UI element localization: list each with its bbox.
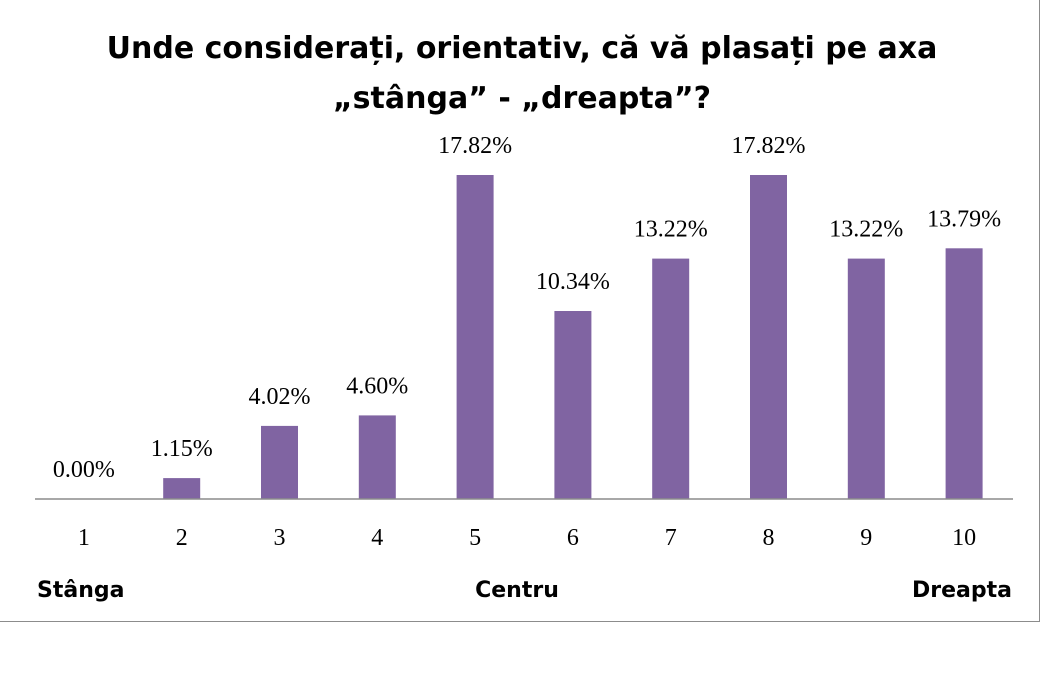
data-label-6: 10.34% [536,269,610,295]
bar-8 [750,175,787,499]
bar-5 [456,175,494,499]
x-tick-label-3: 3 [274,525,286,551]
x-tick-label-7: 7 [665,525,677,551]
data-label-10: 13.79% [927,206,1001,232]
data-label-5: 17.82% [438,133,512,159]
bar-10 [945,248,983,499]
chart-frame: Unde considerați, orientativ, că vă plas… [0,0,1040,622]
data-label-7: 13.22% [634,217,708,243]
x-tick-label-5: 5 [469,525,481,551]
x-tick-labels-group: 1 2 3 4 5 6 7 8 9 10 [78,525,976,551]
data-labels-group: 0.00% 1.15% 4.02% 4.60% 17.82% 10.34% 13.22% 17… [53,133,1001,483]
data-label-3: 4.02% [249,384,311,410]
data-label-2: 1.15% [151,436,213,462]
bars-group [163,175,983,499]
bar-3 [261,425,298,499]
bar-7 [652,258,690,499]
bar-6 [554,311,592,499]
axis-word-center: Centru [475,578,559,603]
chart-title-line-1: Unde considerați, orientativ, că vă plas… [107,31,938,66]
x-tick-label-8: 8 [763,525,775,551]
x-tick-label-10: 10 [952,525,976,551]
bar-9 [847,258,885,499]
data-label-8: 17.82% [732,133,806,159]
bar-2 [163,478,201,499]
x-tick-label-4: 4 [371,525,383,551]
bar-chart: Unde considerați, orientativ, că vă plas… [35,31,1013,603]
x-tick-label-1: 1 [78,525,90,551]
data-label-1: 0.00% [53,457,115,483]
data-label-4: 4.60% [346,373,408,399]
chart-title-line-2: „stânga” - „dreapta”? [333,81,711,116]
data-label-9: 13.22% [829,217,903,243]
axis-word-left: Stânga [37,578,124,603]
x-tick-label-9: 9 [860,525,872,551]
x-tick-label-2: 2 [176,525,188,551]
bar-4 [358,415,396,499]
axis-word-right: Dreapta [912,578,1012,603]
x-tick-label-6: 6 [567,525,579,551]
